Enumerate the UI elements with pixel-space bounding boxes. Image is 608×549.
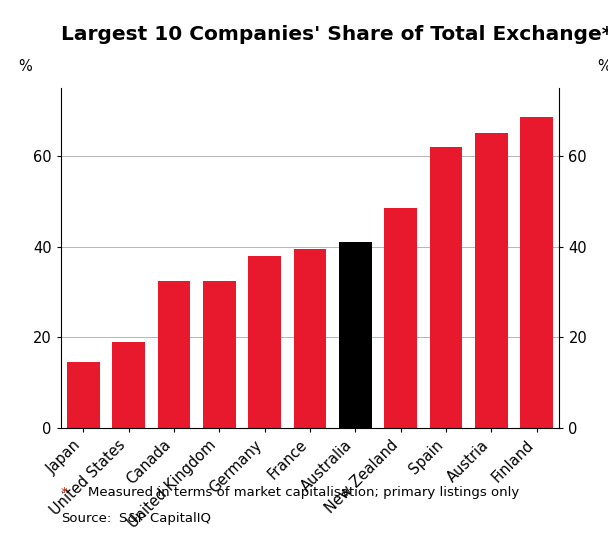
Bar — [112, 342, 145, 428]
Bar — [203, 281, 236, 428]
Bar — [158, 281, 190, 428]
Bar — [430, 147, 462, 428]
Bar — [384, 208, 417, 428]
Text: %: % — [18, 59, 32, 74]
Bar — [339, 242, 371, 428]
Bar — [475, 133, 508, 428]
Bar — [249, 256, 281, 428]
Text: %: % — [596, 59, 608, 74]
Text: Measured in terms of market capitalisation; primary listings only: Measured in terms of market capitalisati… — [88, 486, 519, 499]
Text: Source:: Source: — [61, 512, 111, 525]
Bar — [67, 362, 100, 428]
Text: S&P CapitalIQ: S&P CapitalIQ — [119, 512, 210, 525]
Text: *: * — [61, 486, 67, 499]
Text: Largest 10 Companies' Share of Total Exchange*: Largest 10 Companies' Share of Total Exc… — [61, 25, 608, 44]
Bar — [294, 249, 326, 428]
Bar — [520, 117, 553, 428]
